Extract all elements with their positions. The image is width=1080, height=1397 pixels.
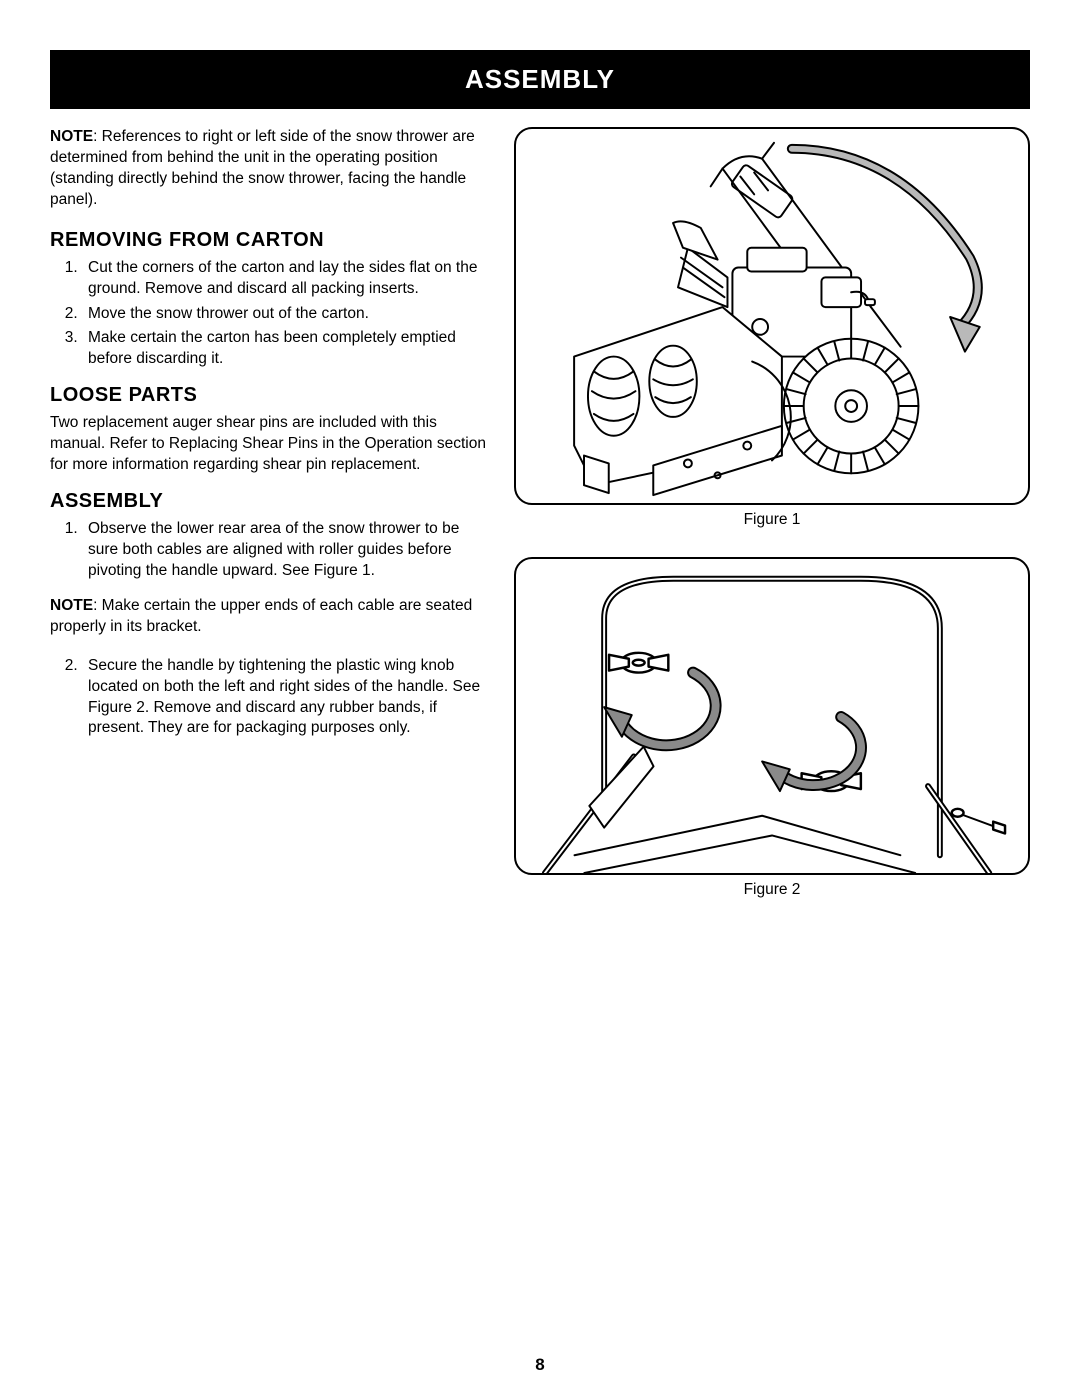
loose-parts-body: Two replacement auger shear pins are inc… [50, 413, 490, 476]
figure-1-caption: Figure 1 [514, 511, 1030, 529]
section-title-band: ASSEMBLY [50, 50, 1030, 109]
list-item: Cut the corners of the carton and lay th… [82, 258, 490, 300]
heading-loose-parts: LOOSE PARTS [50, 384, 490, 407]
two-column-layout: NOTE: References to right or left side o… [50, 127, 1030, 927]
page-number: 8 [0, 1355, 1080, 1375]
intro-note: NOTE: References to right or left side o… [50, 127, 490, 211]
list-item: Observe the lower rear area of the snow … [82, 519, 490, 582]
figure-2-caption: Figure 2 [514, 881, 1030, 899]
heading-removing-from-carton: REMOVING FROM CARTON [50, 229, 490, 252]
right-column: Figure 1 [502, 127, 1030, 927]
note-label: NOTE [50, 597, 93, 614]
figure-1-illustration [516, 129, 1028, 503]
heading-assembly: ASSEMBLY [50, 490, 490, 513]
list-item: Move the snow thrower out of the carton. [82, 304, 490, 325]
list-item: Make certain the carton has been complet… [82, 328, 490, 370]
assembly-mid-note: NOTE: Make certain the upper ends of eac… [50, 596, 490, 638]
note-text: : Make certain the upper ends of each ca… [50, 597, 472, 635]
assembly-steps-a: Observe the lower rear area of the snow … [50, 519, 490, 582]
manual-page: ASSEMBLY NOTE: References to right or le… [0, 0, 1080, 1397]
list-item: Secure the handle by tightening the plas… [82, 656, 490, 740]
figure-1-box [514, 127, 1030, 505]
note-label: NOTE [50, 128, 93, 145]
removing-steps: Cut the corners of the carton and lay th… [50, 258, 490, 371]
assembly-steps-b: Secure the handle by tightening the plas… [50, 656, 490, 740]
left-column: NOTE: References to right or left side o… [50, 127, 502, 927]
figure-2-box [514, 557, 1030, 875]
note-text: : References to right or left side of th… [50, 128, 475, 208]
figure-2-illustration [516, 559, 1028, 873]
